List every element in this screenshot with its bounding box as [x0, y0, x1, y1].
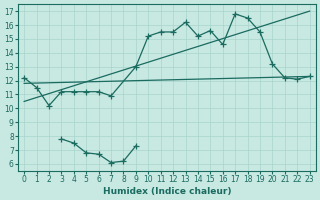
- X-axis label: Humidex (Indice chaleur): Humidex (Indice chaleur): [103, 187, 231, 196]
